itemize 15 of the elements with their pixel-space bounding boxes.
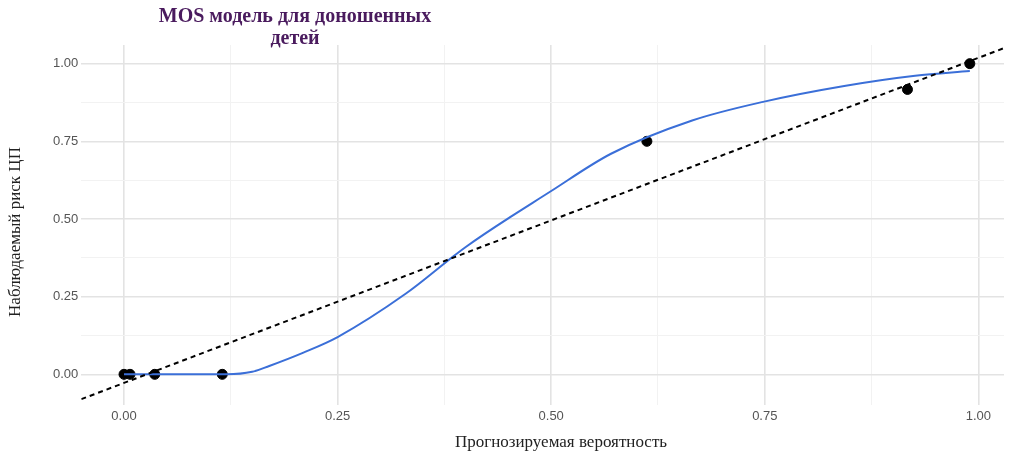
x-tick-label: 0.50: [538, 407, 564, 423]
x-tick-label: 0.75: [752, 407, 778, 423]
y-tick-label: 0.00: [52, 365, 79, 381]
x-tick-label: 1.00: [965, 407, 992, 423]
y-tick-label: 0.75: [52, 132, 79, 148]
point: [964, 58, 976, 70]
x-tick-label: 0.00: [111, 407, 137, 423]
y-tick-label: 1.00: [52, 55, 79, 71]
chart-title: MOS модель для доношенных детей: [157, 4, 433, 48]
point: [901, 83, 913, 95]
y-tick-label: 0.25: [52, 288, 79, 304]
y-axis-title: Наблюдаемый риск ЦП: [5, 146, 25, 319]
x-axis-title: Прогнозируемая вероятность: [453, 432, 669, 452]
y-tick-label: 0.50: [52, 210, 79, 226]
x-tick-label: 0.25: [324, 407, 351, 423]
